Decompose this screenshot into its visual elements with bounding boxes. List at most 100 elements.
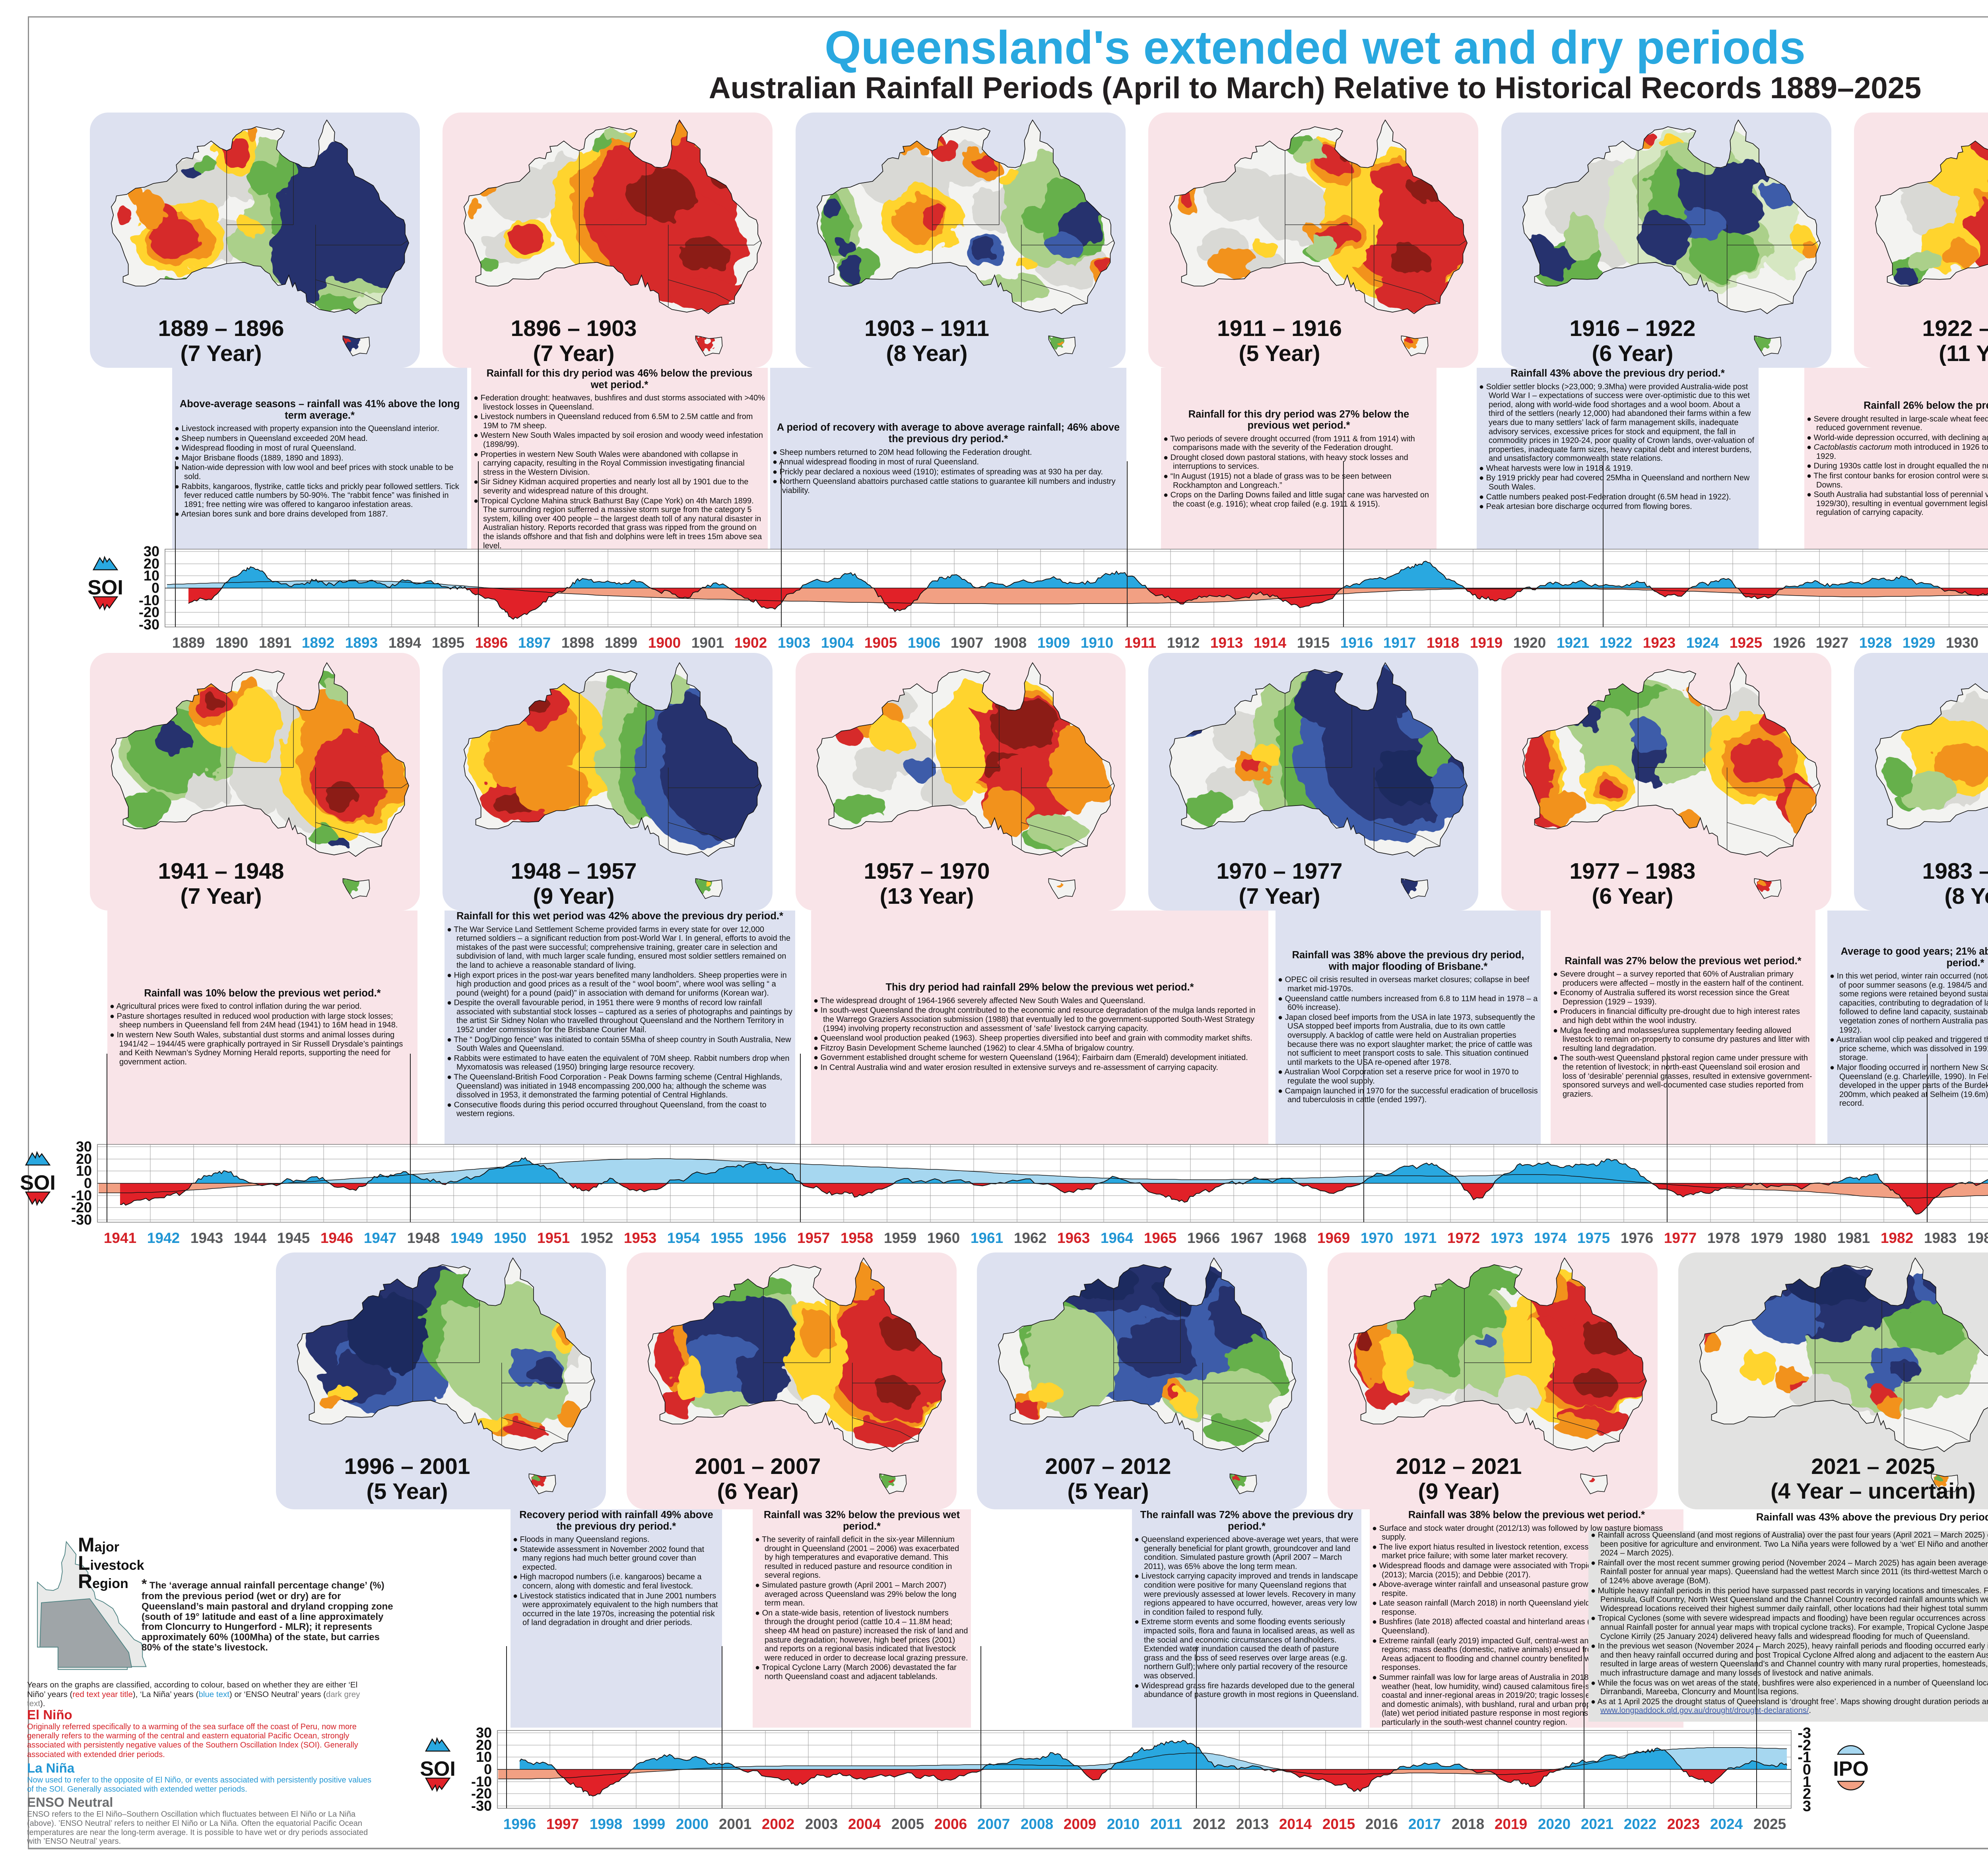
svg-text:1982: 1982 bbox=[1881, 1230, 1913, 1246]
svg-text:1907: 1907 bbox=[951, 635, 983, 651]
svg-text:2018: 2018 bbox=[1452, 1816, 1484, 1832]
svg-text:2010: 2010 bbox=[1107, 1816, 1140, 1832]
svg-text:1925: 1925 bbox=[1730, 635, 1762, 651]
svg-text:-20: -20 bbox=[139, 604, 159, 620]
svg-text:2004: 2004 bbox=[848, 1816, 881, 1832]
svg-text:1947: 1947 bbox=[364, 1230, 396, 1246]
svg-text:1979: 1979 bbox=[1751, 1230, 1783, 1246]
svg-text:1929: 1929 bbox=[1903, 635, 1935, 651]
svg-text:1919: 1919 bbox=[1470, 635, 1503, 651]
svg-text:-30: -30 bbox=[471, 1798, 492, 1814]
svg-text:1943: 1943 bbox=[190, 1230, 223, 1246]
svg-text:1968: 1968 bbox=[1274, 1230, 1307, 1246]
svg-text:2009: 2009 bbox=[1064, 1816, 1096, 1832]
svg-text:2013: 2013 bbox=[1236, 1816, 1269, 1832]
svg-text:1996: 1996 bbox=[503, 1816, 536, 1832]
svg-text:1891: 1891 bbox=[259, 635, 291, 651]
svg-text:1911: 1911 bbox=[1124, 635, 1156, 651]
svg-text:1889: 1889 bbox=[172, 635, 205, 651]
svg-text:1998: 1998 bbox=[590, 1816, 622, 1832]
svg-text:1971: 1971 bbox=[1404, 1230, 1437, 1246]
svg-text:1916: 1916 bbox=[1340, 635, 1373, 651]
svg-text:1928: 1928 bbox=[1859, 635, 1892, 651]
svg-text:-10: -10 bbox=[71, 1187, 92, 1204]
svg-text:1964: 1964 bbox=[1101, 1230, 1134, 1246]
svg-text:1958: 1958 bbox=[841, 1230, 873, 1246]
svg-text:1942: 1942 bbox=[147, 1230, 180, 1246]
svg-text:2008: 2008 bbox=[1021, 1816, 1053, 1832]
svg-text:2014: 2014 bbox=[1279, 1816, 1312, 1832]
svg-text:1898: 1898 bbox=[561, 635, 594, 651]
svg-text:2020: 2020 bbox=[1538, 1816, 1571, 1832]
svg-text:2006: 2006 bbox=[934, 1816, 967, 1832]
svg-text:1999: 1999 bbox=[633, 1816, 665, 1832]
svg-text:1910: 1910 bbox=[1081, 635, 1113, 651]
svg-text:1895: 1895 bbox=[432, 635, 464, 651]
svg-text:1920: 1920 bbox=[1513, 635, 1546, 651]
svg-text:1977: 1977 bbox=[1664, 1230, 1697, 1246]
svg-text:1904: 1904 bbox=[821, 635, 854, 651]
svg-text:1973: 1973 bbox=[1491, 1230, 1523, 1246]
svg-text:1955: 1955 bbox=[711, 1230, 743, 1246]
svg-text:20: 20 bbox=[476, 1737, 492, 1753]
svg-text:1959: 1959 bbox=[884, 1230, 916, 1246]
svg-text:1: 1 bbox=[1803, 1774, 1811, 1790]
svg-text:2024: 2024 bbox=[1710, 1816, 1743, 1832]
svg-text:1918: 1918 bbox=[1427, 635, 1459, 651]
svg-text:30: 30 bbox=[76, 1138, 92, 1155]
svg-text:1945: 1945 bbox=[277, 1230, 310, 1246]
svg-text:2012: 2012 bbox=[1193, 1816, 1225, 1832]
svg-text:1974: 1974 bbox=[1534, 1230, 1567, 1246]
svg-text:1951: 1951 bbox=[537, 1230, 570, 1246]
svg-text:1894: 1894 bbox=[388, 635, 421, 651]
svg-text:0: 0 bbox=[151, 580, 159, 596]
svg-text:2002: 2002 bbox=[762, 1816, 794, 1832]
svg-text:10: 10 bbox=[144, 567, 159, 584]
svg-text:0: 0 bbox=[1803, 1761, 1811, 1778]
svg-text:1953: 1953 bbox=[624, 1230, 656, 1246]
svg-text:1900: 1900 bbox=[648, 635, 681, 651]
svg-text:IPO: IPO bbox=[1833, 1757, 1869, 1781]
svg-text:1915: 1915 bbox=[1297, 635, 1330, 651]
svg-text:SOI: SOI bbox=[20, 1171, 56, 1194]
svg-text:1892: 1892 bbox=[302, 635, 334, 651]
svg-text:2000: 2000 bbox=[676, 1816, 709, 1832]
svg-text:1941: 1941 bbox=[104, 1230, 136, 1246]
svg-text:1965: 1965 bbox=[1144, 1230, 1176, 1246]
svg-text:1924: 1924 bbox=[1686, 635, 1719, 651]
svg-text:1897: 1897 bbox=[518, 635, 551, 651]
svg-text:2007: 2007 bbox=[977, 1816, 1010, 1832]
svg-text:1922: 1922 bbox=[1600, 635, 1632, 651]
svg-text:1962: 1962 bbox=[1014, 1230, 1046, 1246]
svg-text:2011: 2011 bbox=[1150, 1816, 1182, 1832]
svg-text:1926: 1926 bbox=[1773, 635, 1806, 651]
svg-text:1966: 1966 bbox=[1187, 1230, 1220, 1246]
svg-text:SOI: SOI bbox=[87, 576, 123, 599]
svg-text:2016: 2016 bbox=[1365, 1816, 1398, 1832]
svg-text:0: 0 bbox=[84, 1175, 92, 1191]
svg-text:10: 10 bbox=[476, 1749, 492, 1765]
svg-text:1960: 1960 bbox=[927, 1230, 960, 1246]
svg-text:1905: 1905 bbox=[864, 635, 897, 651]
svg-text:2021: 2021 bbox=[1581, 1816, 1613, 1832]
svg-text:-10: -10 bbox=[139, 592, 159, 608]
svg-text:-10: -10 bbox=[471, 1773, 492, 1790]
svg-text:2023: 2023 bbox=[1667, 1816, 1700, 1832]
svg-text:1930: 1930 bbox=[1946, 635, 1978, 651]
svg-text:1984: 1984 bbox=[1967, 1230, 1988, 1246]
svg-text:1956: 1956 bbox=[754, 1230, 786, 1246]
svg-text:1948: 1948 bbox=[407, 1230, 440, 1246]
svg-text:-30: -30 bbox=[139, 616, 159, 633]
svg-text:1917: 1917 bbox=[1383, 635, 1416, 651]
svg-text:1893: 1893 bbox=[345, 635, 378, 651]
svg-text:2015: 2015 bbox=[1322, 1816, 1355, 1832]
svg-text:1923: 1923 bbox=[1643, 635, 1675, 651]
svg-text:1890: 1890 bbox=[215, 635, 248, 651]
svg-text:-3: -3 bbox=[1798, 1725, 1811, 1742]
svg-text:1949: 1949 bbox=[450, 1230, 483, 1246]
svg-text:1914: 1914 bbox=[1254, 635, 1287, 651]
svg-text:1902: 1902 bbox=[734, 635, 767, 651]
svg-text:1961: 1961 bbox=[971, 1230, 1003, 1246]
svg-text:1946: 1946 bbox=[320, 1230, 353, 1246]
svg-text:2003: 2003 bbox=[805, 1816, 838, 1832]
